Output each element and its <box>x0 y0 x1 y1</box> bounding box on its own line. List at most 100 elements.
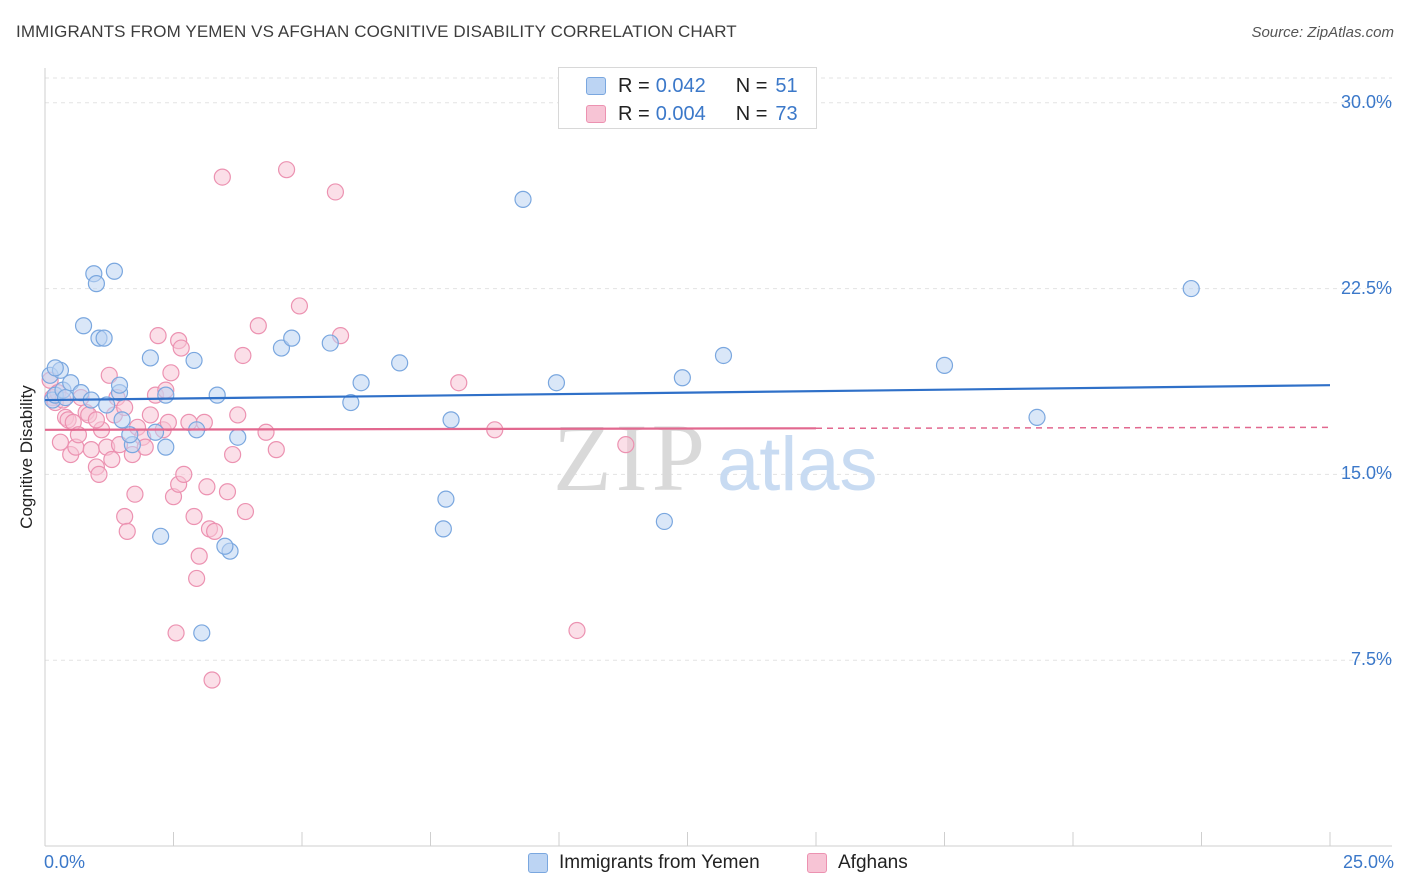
data-point-yemen <box>113 411 131 429</box>
data-point-yemen <box>437 490 455 508</box>
swatch-afghans <box>586 105 606 123</box>
data-point-afghans <box>290 297 309 315</box>
data-point-afghans <box>203 671 221 689</box>
series-afghans <box>41 161 635 689</box>
data-point-afghans <box>185 507 203 526</box>
data-point-afghans <box>162 364 180 382</box>
n-value: 73 <box>775 102 798 125</box>
data-point-afghans <box>617 436 635 454</box>
data-point-afghans <box>198 478 216 496</box>
r-label: R = <box>618 74 650 97</box>
data-point-yemen <box>110 376 129 394</box>
watermark-atlas: atlas <box>717 422 878 507</box>
data-point-afghans <box>249 317 267 335</box>
data-point-yemen <box>391 354 409 372</box>
axes <box>44 68 1392 847</box>
swatch-yemen <box>586 77 606 95</box>
data-point-afghans <box>51 433 70 451</box>
data-point-yemen <box>152 527 170 545</box>
data-point-afghans <box>90 465 108 483</box>
data-point-afghans <box>206 522 224 540</box>
data-point-yemen <box>157 438 175 456</box>
data-point-afghans <box>126 485 144 503</box>
data-point-yemen <box>229 428 247 446</box>
data-point-afghans <box>229 406 247 424</box>
data-point-yemen <box>98 396 116 414</box>
data-point-yemen <box>141 349 159 367</box>
data-point-afghans <box>224 445 242 464</box>
data-point-yemen <box>342 393 360 412</box>
watermark: ZIP atlas <box>553 404 878 511</box>
data-point-yemen <box>105 262 123 280</box>
data-point-afghans <box>82 441 100 459</box>
data-point-afghans <box>100 366 118 384</box>
data-point-yemen <box>56 388 75 407</box>
legend-item-yemen[interactable]: Immigrants from Yemen <box>528 852 760 874</box>
n-value: 51 <box>775 74 798 97</box>
trend-line-yemen <box>44 384 1331 402</box>
data-point-yemen <box>146 423 165 441</box>
data-point-afghans <box>234 346 252 365</box>
data-point-afghans <box>326 183 345 201</box>
data-point-afghans <box>141 406 159 424</box>
data-point-yemen <box>208 386 226 404</box>
data-point-afghans <box>103 450 121 469</box>
data-point-afghans <box>190 547 208 565</box>
data-point-afghans <box>175 465 193 483</box>
data-point-yemen <box>655 512 673 531</box>
watermark-zip: ZIP <box>553 404 709 511</box>
data-point-yemen <box>547 374 566 392</box>
data-point-afghans <box>167 624 185 642</box>
data-point-yemen <box>673 369 691 387</box>
data-point-yemen <box>272 339 291 357</box>
data-point-afghans <box>188 569 206 588</box>
source-label: Source: ZipAtlas.com <box>1251 24 1394 41</box>
data-point-afghans <box>172 339 190 357</box>
data-point-yemen <box>514 190 532 208</box>
y-axis-title: Cognitive Disability <box>17 385 36 529</box>
stats-row-afghans: R = 0.004 N = 73 <box>559 99 798 129</box>
data-point-afghans <box>257 423 275 441</box>
y-tick-label: 7.5% <box>1350 649 1392 670</box>
chart-title: IMMIGRANTS FROM YEMEN VS AFGHAN COGNITIV… <box>16 22 737 41</box>
data-point-yemen <box>157 386 175 404</box>
data-point-yemen <box>1028 408 1046 427</box>
data-point-yemen <box>283 329 301 347</box>
data-point-yemen <box>62 374 80 392</box>
gridlines <box>45 77 1392 661</box>
data-point-yemen <box>121 426 139 444</box>
data-point-yemen <box>352 374 370 392</box>
data-point-yemen <box>935 356 954 374</box>
trend-line-afghans <box>44 427 817 431</box>
data-point-yemen <box>74 317 93 335</box>
data-point-afghans <box>568 621 586 640</box>
legend-label-afghans: Afghans <box>838 852 908 873</box>
x-tick-min: 0.0% <box>44 852 86 872</box>
stats-legend: R = 0.042 N = 51 R = 0.004 N = 73 <box>558 67 817 129</box>
r-value: 0.042 <box>655 74 706 97</box>
data-point-yemen <box>321 334 339 352</box>
data-point-afghans <box>267 441 285 459</box>
data-point-yemen <box>714 346 733 365</box>
n-label: N = <box>735 74 768 97</box>
data-point-yemen <box>216 537 234 555</box>
y-tick-label: 30.0% <box>1340 91 1392 112</box>
legend-item-afghans[interactable]: Afghans <box>807 852 908 874</box>
data-point-yemen <box>434 520 452 538</box>
y-tick-label: 22.5% <box>1340 277 1392 298</box>
data-point-afghans <box>149 327 167 345</box>
legend-swatch-yemen <box>528 853 548 873</box>
data-point-afghans <box>450 374 468 392</box>
y-tick-label: 15.0% <box>1340 463 1392 484</box>
trend-line-afghans-extension <box>815 426 1331 430</box>
n-label: N = <box>735 102 768 125</box>
data-point-yemen <box>442 411 460 429</box>
data-point-yemen <box>87 275 106 293</box>
data-point-yemen <box>95 329 113 347</box>
r-label: R = <box>618 102 650 125</box>
r-value: 0.004 <box>655 102 706 125</box>
stats-row-yemen: R = 0.042 N = 51 <box>559 71 798 101</box>
data-point-afghans <box>236 502 255 521</box>
data-point-afghans <box>218 483 237 501</box>
